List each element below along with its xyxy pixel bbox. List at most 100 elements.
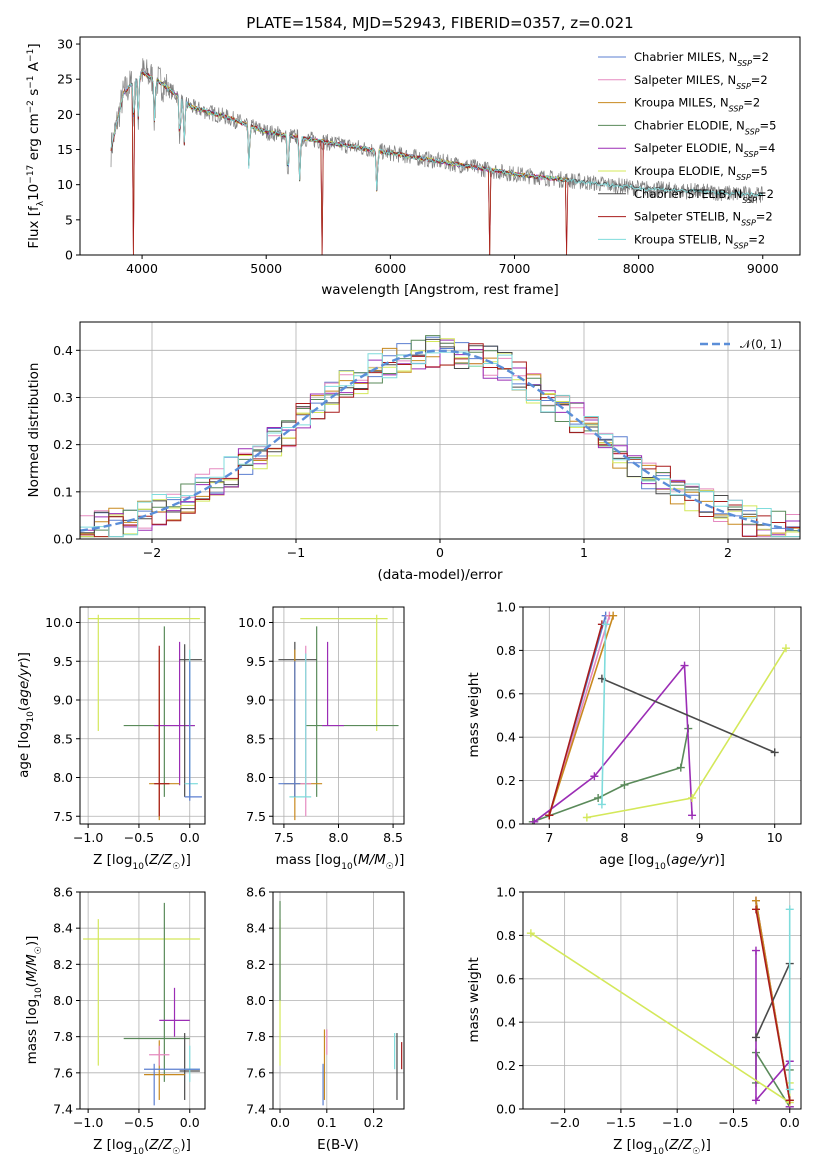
y-tick-label: 8.6 bbox=[53, 885, 73, 900]
x-tick-label: 8 bbox=[620, 830, 628, 845]
y-tick-label: 8.2 bbox=[53, 957, 73, 972]
panel-mass-ebv: 0.0 0.1 0.2 7.4 7.6 7.8 8.0 8.2 8.4 8.6 E(B-V) bbox=[246, 885, 405, 1153]
panel-mass-Z: −1.0 −0.5 0.0 7.4 7.6 7.8 8.0 8.2 8.4 8.6 Z [log10… bbox=[24, 885, 206, 1157]
x-tick-label: 9000 bbox=[747, 261, 779, 276]
legend-entry: Kroupa MILES, NSSP=2 bbox=[634, 96, 760, 114]
y-tick-label: 0.3 bbox=[53, 390, 73, 405]
data-point bbox=[781, 644, 790, 653]
x-axis-label: mass [log10(M/M☉)] bbox=[276, 852, 405, 872]
y-tick-label: 8.4 bbox=[53, 921, 73, 936]
x-axis-label: Z [log10(Z/Z☉)] bbox=[613, 1137, 711, 1157]
plot-area bbox=[88, 614, 202, 821]
x-tick-label: 0.0 bbox=[780, 1115, 800, 1130]
legend-entry: Salpeter ELODIE, NSSP=4 bbox=[634, 141, 775, 159]
x-tick-label: 8.0 bbox=[329, 830, 349, 845]
legend-entry: Kroupa STELIB, NSSP=2 bbox=[634, 232, 765, 250]
model-spectrum bbox=[110, 72, 567, 255]
y-tick-label: 8.0 bbox=[53, 993, 73, 1008]
x-tick-label: −0.5 bbox=[124, 830, 154, 845]
data-point bbox=[751, 946, 760, 955]
legend-entry: Salpeter MILES, NSSP=2 bbox=[634, 73, 768, 91]
panel-age-mass: 7.5 8.0 8.5 7.5 8.0 8.5 9.0 9.5 10.0 mass [log10(… bbox=[238, 606, 405, 872]
y-tick-label: 7.4 bbox=[53, 1102, 73, 1117]
y-tick-label: 5 bbox=[65, 212, 73, 227]
data-point bbox=[545, 811, 554, 820]
y-tick-label: 1.0 bbox=[496, 885, 516, 900]
y-tick-label: 7.6 bbox=[53, 1065, 73, 1080]
x-tick-label: 4000 bbox=[126, 261, 158, 276]
errorbar-point bbox=[300, 614, 388, 731]
legend: Chabrier MILES, NSSP=2 Salpeter MILES, NS… bbox=[598, 50, 776, 250]
y-tick-label: 0.2 bbox=[496, 773, 516, 788]
legend-entry: Chabrier STELIB, NSSP=2 bbox=[634, 187, 774, 205]
x-tick-label: 2 bbox=[724, 545, 732, 560]
legend-entry: Salpeter STELIB, NSSP=2 bbox=[634, 210, 773, 228]
data-point bbox=[751, 905, 760, 914]
data-point bbox=[597, 800, 606, 809]
y-tick-label: 0.0 bbox=[496, 817, 516, 832]
y-tick-label: 0.0 bbox=[496, 1102, 516, 1117]
plot-area bbox=[83, 902, 200, 1106]
x-tick-label: 1 bbox=[580, 545, 588, 560]
y-tick-label: 9.5 bbox=[53, 654, 73, 669]
data-point bbox=[751, 1033, 760, 1042]
y-tick-label: 7.5 bbox=[53, 809, 73, 824]
y-tick-label: 8.5 bbox=[246, 731, 266, 746]
series-line bbox=[586, 647, 787, 819]
y-tick-label: 0 bbox=[65, 248, 73, 263]
y-tick-label: 10 bbox=[57, 177, 73, 192]
normal-curve bbox=[80, 349, 800, 532]
x-tick-label: 0 bbox=[436, 545, 444, 560]
y-tick-label: 9.0 bbox=[246, 693, 266, 708]
errorbar-point bbox=[278, 661, 301, 797]
x-tick-label: 0.0 bbox=[180, 830, 200, 845]
data-point bbox=[526, 929, 535, 938]
weight-series bbox=[528, 724, 693, 824]
y-tick-label: 0.8 bbox=[496, 928, 516, 943]
series-line bbox=[530, 932, 791, 1104]
weight-series bbox=[597, 674, 779, 757]
y-tick-label: 0.0 bbox=[53, 532, 73, 547]
x-tick-label: −1.5 bbox=[606, 1115, 636, 1130]
x-tick-label: 6000 bbox=[374, 261, 406, 276]
x-tick-label: 5000 bbox=[250, 261, 282, 276]
x-tick-label: 8.5 bbox=[383, 830, 403, 845]
weight-series bbox=[751, 905, 794, 1105]
y-tick-label: 10.0 bbox=[238, 615, 266, 630]
y-tick-label: 8.6 bbox=[246, 885, 266, 900]
x-tick-label: −2 bbox=[143, 545, 161, 560]
y-tick-label: 25 bbox=[57, 72, 73, 87]
data-point bbox=[609, 611, 618, 620]
data-point bbox=[785, 1085, 794, 1094]
data-point bbox=[601, 620, 610, 629]
model-spectrum bbox=[110, 69, 569, 255]
x-tick-label: −1 bbox=[287, 545, 305, 560]
y-tick-label: 20 bbox=[57, 107, 73, 122]
series-line bbox=[755, 909, 791, 1101]
x-axis-label: age [log10(age/yr)] bbox=[599, 852, 725, 872]
y-tick-label: 8.2 bbox=[246, 957, 266, 972]
x-tick-label: 0.1 bbox=[317, 1115, 337, 1130]
y-tick-label: 0.2 bbox=[496, 1058, 516, 1073]
data-point bbox=[770, 748, 779, 757]
legend-entry: Chabrier MILES, NSSP=2 bbox=[634, 50, 769, 68]
x-tick-label: −2.0 bbox=[549, 1115, 579, 1130]
x-tick-label: 0.0 bbox=[180, 1115, 200, 1130]
errorbar-point bbox=[149, 1045, 170, 1066]
x-axis-label: Z [log10(Z/Z☉)] bbox=[93, 852, 191, 872]
y-axis-label: mass [log10(M/M☉)] bbox=[24, 936, 44, 1065]
data-point bbox=[785, 1096, 794, 1105]
errorbar-point bbox=[83, 919, 200, 1066]
data-point bbox=[594, 793, 603, 802]
y-tick-label: 10.0 bbox=[45, 615, 73, 630]
y-tick-label: 30 bbox=[57, 37, 73, 52]
axes-frame bbox=[522, 606, 802, 825]
model-spectrum bbox=[110, 70, 763, 197]
plot-area bbox=[80, 335, 800, 538]
plot-area bbox=[110, 58, 764, 255]
x-tick-label: 7 bbox=[545, 830, 553, 845]
axes-frame bbox=[79, 606, 206, 825]
observed-spectrum bbox=[110, 58, 763, 204]
y-tick-label: 8.0 bbox=[246, 770, 266, 785]
y-tick-label: 0.6 bbox=[496, 971, 516, 986]
